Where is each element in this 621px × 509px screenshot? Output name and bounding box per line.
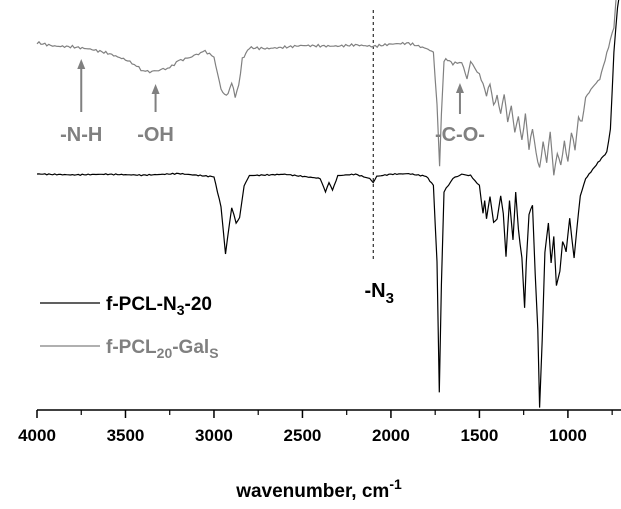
x-tick-label-4000: 4000	[18, 426, 56, 445]
x-tick-label-1500: 1500	[461, 426, 499, 445]
legend-label-pcl-n3: f-PCL-N3-20	[106, 294, 212, 318]
annotation-azide: -N3	[365, 280, 394, 307]
x-tick-label-3500: 3500	[107, 426, 145, 445]
annotation-nh: -N-H	[60, 124, 102, 146]
x-tick-label-3000: 3000	[195, 426, 233, 445]
x-axis: 4000 3500 3000 2500 2000 1500 1000	[18, 409, 621, 445]
x-ticks: 4000 3500 3000 2500 2000 1500 1000	[18, 410, 613, 445]
series-layer	[36, 0, 620, 408]
annotation-oh: -OH	[137, 124, 174, 146]
x-tick-label-2000: 2000	[372, 426, 410, 445]
arrowhead-nh	[77, 59, 86, 69]
x-axis-title: wavenumber, cm-1	[235, 476, 402, 502]
x-tick-label-2500: 2500	[284, 426, 322, 445]
legend: f-PCL-N3-20 f-PCL20-GalS	[40, 294, 219, 361]
arrowhead-oh	[151, 84, 160, 94]
series-line-pcl-gal	[36, 0, 617, 176]
annotation-layer: -N-H -OH -C-O- -N3	[60, 59, 485, 307]
annotation-co: -C-O-	[435, 124, 485, 146]
legend-label-pcl-gal: f-PCL20-GalS	[106, 337, 219, 361]
annotation-azide-sub: 3	[386, 290, 394, 307]
x-tick-label-1000: 1000	[549, 426, 587, 445]
series-line-pcl-n3	[36, 0, 620, 408]
arrowhead-co	[455, 83, 464, 93]
annotation-azide-main: -N	[365, 280, 386, 302]
